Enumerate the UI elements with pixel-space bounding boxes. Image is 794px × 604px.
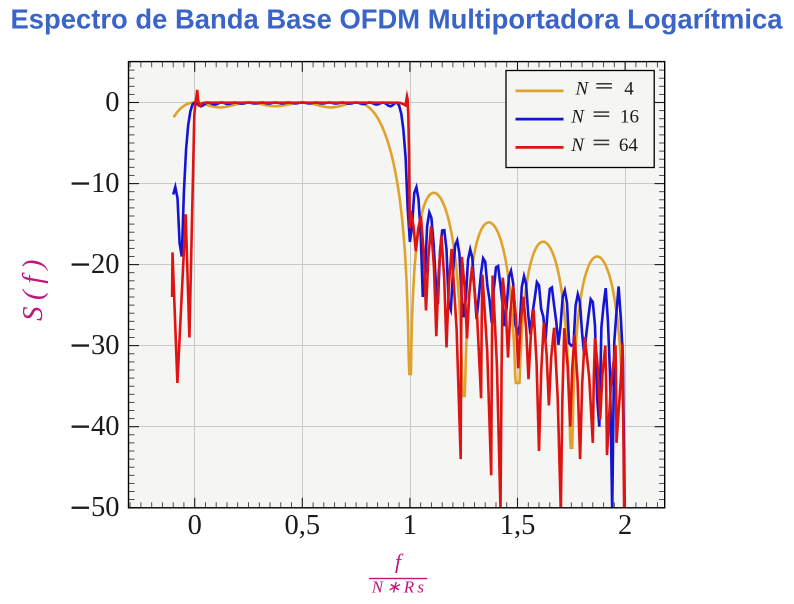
svg-text:50: 50 [91, 492, 120, 523]
svg-text:0,5: 0,5 [284, 510, 320, 541]
svg-text:16: 16 [620, 107, 639, 128]
svg-text:1: 1 [403, 510, 417, 541]
svg-text:30: 30 [91, 330, 120, 361]
svg-text:0: 0 [105, 87, 119, 118]
svg-text:20: 20 [91, 249, 120, 280]
svg-text:S(f): S(f) [17, 253, 49, 321]
svg-text:10: 10 [91, 168, 120, 199]
svg-text:Espectro de Banda Base OFDM Mu: Espectro de Banda Base OFDM Multiportado… [11, 3, 783, 34]
svg-text:4: 4 [624, 78, 634, 99]
svg-text:N: N [575, 78, 590, 99]
svg-text:1,5: 1,5 [500, 510, 536, 541]
svg-text:40: 40 [91, 411, 120, 442]
svg-text:f: f [395, 550, 404, 574]
svg-text:N: N [570, 107, 585, 128]
svg-text:64: 64 [619, 135, 639, 156]
svg-text:0: 0 [188, 510, 202, 541]
svg-text:2: 2 [618, 510, 632, 541]
svg-text:N: N [570, 135, 585, 156]
svg-text:N∗Rs: N∗Rs [371, 578, 427, 597]
